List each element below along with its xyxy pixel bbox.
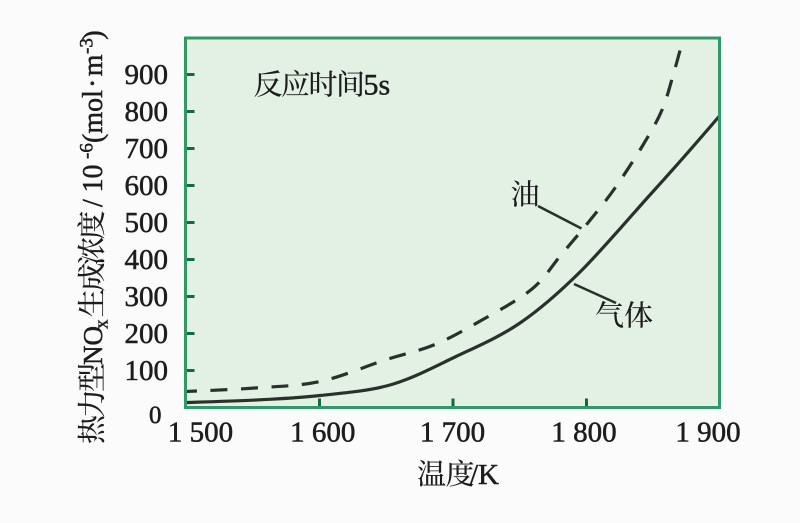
svg-text:-6: -6 (77, 143, 98, 159)
svg-text:1 500: 1 500 (168, 417, 233, 449)
svg-text:-3: -3 (77, 38, 98, 54)
svg-text:m: m (78, 54, 109, 76)
svg-text:1 800: 1 800 (551, 417, 616, 449)
svg-text:5s: 5s (364, 69, 391, 102)
svg-text:700: 700 (125, 133, 169, 165)
svg-text:x: x (92, 319, 113, 329)
svg-text:·: · (78, 79, 109, 88)
svg-text:800: 800 (125, 96, 169, 128)
svg-text:(mol: (mol (78, 90, 109, 143)
svg-text:): ) (78, 30, 109, 39)
svg-text:900: 900 (125, 59, 169, 91)
svg-text:600: 600 (125, 170, 169, 202)
svg-text:/K: /K (470, 459, 499, 491)
svg-text:NO: NO (78, 326, 108, 365)
svg-text:300: 300 (125, 281, 169, 313)
svg-text:0: 0 (149, 402, 162, 429)
svg-text:/: / (78, 199, 109, 207)
svg-text:400: 400 (125, 244, 169, 276)
svg-text:1 700: 1 700 (420, 417, 485, 449)
svg-text:200: 200 (125, 318, 169, 350)
svg-text:1 900: 1 900 (675, 417, 740, 449)
svg-text:1 600: 1 600 (290, 417, 355, 449)
svg-text:10: 10 (78, 165, 109, 193)
svg-text:500: 500 (125, 207, 169, 239)
svg-text:100: 100 (125, 355, 169, 387)
